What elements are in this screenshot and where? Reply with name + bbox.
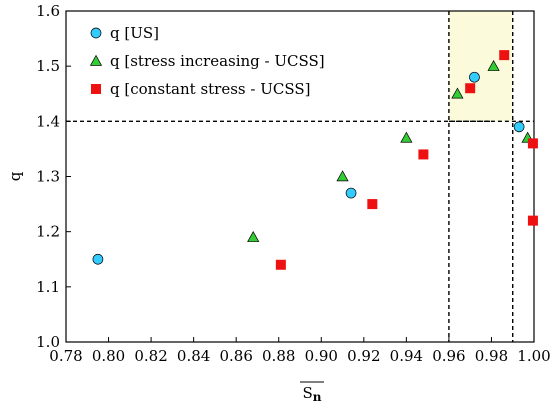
y-tick-label: 1.2 <box>36 223 60 241</box>
highlight-region <box>448 11 513 122</box>
legend-marker-circle <box>90 27 102 39</box>
point-square <box>465 83 476 94</box>
legend-label: q [stress increasing - UCSS] <box>110 52 325 70</box>
legend: q [US] q [stress increasing - UCSS] q [con… <box>89 24 325 98</box>
data-points <box>92 50 538 270</box>
x-tick-label: 0.96 <box>432 347 465 365</box>
x-tick-label: 0.94 <box>390 347 423 365</box>
point-triangle <box>400 131 413 143</box>
point-square <box>418 149 429 160</box>
y-tick-label: 1.0 <box>36 333 60 351</box>
x-tick-label: 0.86 <box>219 347 252 365</box>
legend-label: q [US] <box>110 24 159 42</box>
reference-lines <box>66 11 534 342</box>
point-square <box>275 259 286 270</box>
x-axis: 0.78 0.80 0.82 0.84 0.86 0.88 0.90 0.92 0.94 0.96… <box>49 337 550 365</box>
x-tick-label: 0.78 <box>49 347 82 365</box>
legend-marker-triangle <box>89 54 103 66</box>
point-circle <box>513 121 525 133</box>
x-tick-label: 0.88 <box>262 347 295 365</box>
x-tick-label: 1.00 <box>517 347 550 365</box>
x-tick-label: 0.82 <box>134 347 167 365</box>
y-tick-label: 1.1 <box>36 278 60 296</box>
point-triangle <box>247 230 260 242</box>
point-square <box>527 138 538 149</box>
x-axis-label-subscript: n <box>313 390 322 404</box>
series-circle <box>92 71 525 265</box>
legend-item: q [stress increasing - UCSS] <box>89 52 325 70</box>
y-axis-label: q <box>6 171 24 181</box>
x-tick-label: 0.84 <box>177 347 210 365</box>
legend-label: q [constant stress - UCSS] <box>110 80 310 98</box>
point-square <box>527 215 538 226</box>
x-tick-label: 0.90 <box>305 347 338 365</box>
point-circle <box>345 187 357 199</box>
x-tick-label: 0.98 <box>475 347 508 365</box>
point-circle <box>92 253 104 265</box>
y-tick-label: 1.3 <box>36 168 60 186</box>
legend-item: q [US] <box>90 24 159 42</box>
legend-marker-square <box>91 84 101 94</box>
point-triangle <box>487 59 500 71</box>
y-tick-label: 1.5 <box>36 57 60 75</box>
x-axis-label-main: S <box>302 384 312 402</box>
series-triangle <box>247 59 534 242</box>
y-tick-label: 1.4 <box>36 112 60 130</box>
y-axis: 1.0 1.1 1.2 1.3 1.4 1.5 1.6 <box>36 2 71 351</box>
point-square <box>499 50 510 61</box>
point-circle <box>469 71 480 83</box>
y-tick-label: 1.6 <box>36 2 60 20</box>
x-axis-label: Sn <box>300 381 324 404</box>
series-square <box>275 50 538 270</box>
svg-text:Sn: Sn <box>302 384 321 404</box>
point-triangle <box>336 170 349 182</box>
legend-item: q [constant stress - UCSS] <box>91 80 310 98</box>
x-tick-label: 0.80 <box>92 347 125 365</box>
point-square <box>367 199 378 210</box>
x-tick-label: 0.92 <box>347 347 380 365</box>
point-triangle <box>451 87 464 99</box>
